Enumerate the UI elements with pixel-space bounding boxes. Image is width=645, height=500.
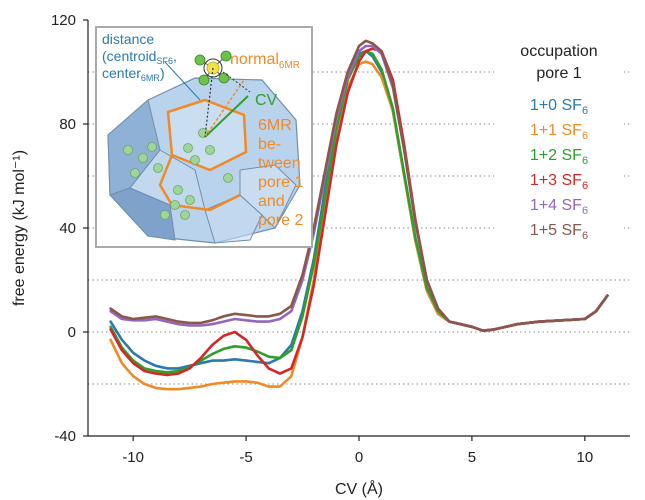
sf6-molecules-in-cage [123,128,233,220]
distance-label-pointer [164,61,201,101]
legend-entry-text: 1+5 SF [530,222,582,239]
sf6-atom [138,153,148,163]
inset-centroid-sub: SF6 [156,56,173,66]
sf6-atom [185,195,195,205]
inset-normal-text: normal [230,51,279,68]
legend-entry: 1+4 SF6 [530,197,588,217]
sf6-atom [130,168,140,178]
inset-label-centroid: (centroidSF6, [102,48,177,66]
inset-label-cv: CV [255,92,278,109]
inset-center-end: ) [160,65,165,81]
cv-vector [204,95,249,138]
sf6-atom [190,155,200,165]
legend-entry-sub: 6 [582,180,588,192]
legend-entry-text: 1+4 SF [530,197,582,214]
cage-bottom-face [109,187,176,241]
inset-label-center: center6MR) [102,65,165,83]
sf6-atom [205,145,215,155]
y-tick-label: 120 [51,12,76,29]
legend-entry-sub: 6 [582,230,588,242]
axis-ticks: -40 0 40 80 120 -10 -5 0 5 10 [51,12,593,466]
inset-center-text: center [102,65,141,81]
sf6-fluorine [218,72,230,84]
y-tick-label: 80 [59,116,76,133]
distance-vector [204,67,214,138]
sf6-atom [147,142,157,152]
inset-centroid-text: (centroid [102,48,156,64]
inset-6mr-label-line: tween [258,155,301,172]
normal-vector [204,79,245,138]
inset-label-normal: normal6MR [230,51,300,71]
inset-center-sub: 6MR [141,73,161,83]
sf6-atom [223,173,233,183]
sf6-atom [170,200,180,210]
x-tick-label: -5 [239,449,252,466]
x-tick-label: 10 [576,449,593,466]
sf6-atom [183,143,193,153]
inset-6mr-label: 6MR be-tween pore 1 and pore 2 [258,117,303,229]
legend-entry-sub: 6 [582,155,588,167]
y-axis-title: free energy (kJ mol⁻¹) [11,150,28,306]
y-tick-label: -40 [54,428,76,445]
inset-6mr-label-line: pore 2 [258,212,303,229]
inset-6mr-label-line: 6MR [258,117,292,134]
x-tick-label: 5 [468,449,476,466]
y-tick-label: 0 [68,324,76,341]
inset-6mr-label-line: be- [258,136,281,153]
legend-entry-text: 1+3 SF [530,172,582,189]
sf6-atom [123,145,133,155]
inset-6mr-label-line: pore 1 [258,174,303,191]
x-tick-label: -10 [122,449,144,466]
inset-6mr-label-line: and [258,193,285,210]
legend-entry: 1+5 SF6 [530,222,588,242]
sf6-atom [198,128,208,138]
x-axis-title: CV (Å) [335,479,383,498]
legend-entry: 1+2 SF6 [530,147,588,167]
series-group [109,39,609,391]
sf6-fluorine [194,54,206,66]
normal-label-pointer [222,71,251,93]
sf6-atom [153,163,163,173]
series-line [109,39,609,333]
sf6-atom [173,185,183,195]
legend-entry: 1+1 SF6 [530,122,588,142]
legend-box [494,32,624,260]
legend-entry-text: 1+2 SF [530,147,582,164]
sf6-fluorine [220,50,232,62]
sf6-molecule-top [194,50,232,86]
legend-entry-sub: 6 [582,130,588,142]
legend-entry: 1+3 SF6 [530,172,588,192]
legend-title-line2: pore 1 [536,65,581,82]
sf6-fluorine [198,74,210,86]
sf6-centroid-ring [203,58,223,78]
legend-title-line1: occupation [520,43,597,60]
sf6-atom [160,210,170,220]
inset-label-distance: distance [102,31,154,47]
sf6-atom [180,210,190,220]
legend-entry-sub: 6 [582,205,588,217]
inset-centroid-end: , [173,48,177,64]
inset-illustration: distance (centroidSF6, center6MR) normal… [95,26,313,248]
legend-entry: 1+0 SF6 [530,97,588,117]
inset-normal-sub: 6MR [279,60,300,71]
x-tick-label: 0 [355,449,363,466]
legend-entry-sub: 6 [582,105,588,117]
legend-entry-text: 1+0 SF [530,97,582,114]
legend-entry-text: 1+1 SF [530,122,582,139]
y-tick-label: 40 [59,220,76,237]
